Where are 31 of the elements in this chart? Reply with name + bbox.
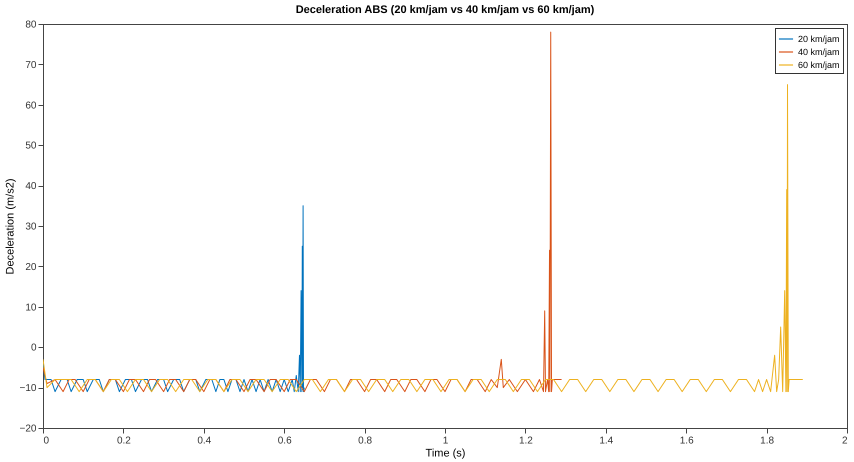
line-series	[43, 32, 562, 392]
x-tick-label: 0.2	[116, 436, 132, 446]
x-tick-label: 1.6	[680, 436, 694, 446]
y-tick-label: −20	[20, 424, 37, 434]
x-axis-title: Time (s)	[426, 448, 466, 460]
x-tick-label: 0	[44, 436, 50, 446]
x-tick-label: 0.8	[358, 436, 372, 446]
y-tick-label: 40	[25, 181, 37, 192]
y-tick-label: 50	[25, 140, 37, 152]
y-tick-label: 10	[25, 302, 37, 314]
y-tick-label: 20	[25, 262, 37, 273]
x-tick-label: 1.2	[518, 436, 534, 446]
x-tick-label: 1.4	[599, 436, 614, 446]
x-tick-label: 0.4	[197, 436, 212, 446]
x-tick-label: 2	[842, 436, 848, 446]
y-tick-label: 60	[25, 100, 37, 112]
chart-title: Deceleration ABS (20 km/jam vs 40 km/jam vs 60 km/jam)	[296, 4, 595, 16]
y-axis-title: Deceleration (m/s2)	[4, 178, 17, 274]
legend-label: 20 km/jam	[798, 34, 840, 44]
y-tick-label: 80	[25, 20, 37, 30]
x-tick-label: 1	[442, 436, 449, 446]
y-tick-label: −10	[20, 383, 37, 394]
line-series	[43, 205, 305, 392]
legend-label: 40 km/jam	[798, 47, 840, 57]
line-series	[43, 84, 804, 392]
y-tick-label: 0	[30, 342, 37, 354]
y-tick-label: 30	[25, 222, 37, 232]
legend-label: 60 km/jam	[798, 60, 840, 70]
x-tick-label: 0.6	[278, 436, 292, 446]
y-tick-label: 70	[25, 60, 37, 71]
x-tick-label: 1.8	[760, 436, 774, 446]
